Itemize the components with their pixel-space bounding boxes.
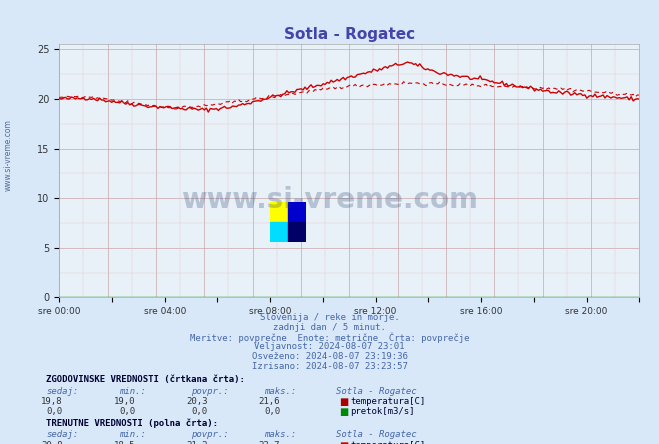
Text: ■: ■ [339, 407, 349, 417]
Bar [289, 222, 306, 242]
Text: www.si-vreme.com: www.si-vreme.com [181, 186, 478, 214]
Text: Izrisano: 2024-08-07 23:23:57: Izrisano: 2024-08-07 23:23:57 [252, 362, 407, 371]
Text: Sotla - Rogatec: Sotla - Rogatec [336, 430, 416, 439]
Text: temperatura[C]: temperatura[C] [351, 397, 426, 406]
Text: 20,8: 20,8 [41, 441, 63, 444]
Text: Sotla - Rogatec: Sotla - Rogatec [336, 387, 416, 396]
Text: Slovenija / reke in morje.: Slovenija / reke in morje. [260, 313, 399, 322]
Text: 21,2: 21,2 [186, 441, 208, 444]
Text: Osveženo: 2024-08-07 23:19:36: Osveženo: 2024-08-07 23:19:36 [252, 352, 407, 361]
Bar [270, 222, 289, 242]
Text: maks.:: maks.: [264, 430, 296, 439]
Text: Meritve: povprečne  Enote: metrične  Črta: povprečje: Meritve: povprečne Enote: metrične Črta:… [190, 333, 469, 343]
Text: TRENUTNE VREDNOSTI (polna črta):: TRENUTNE VREDNOSTI (polna črta): [46, 419, 218, 428]
Text: Veljavnost: 2024-08-07 23:01: Veljavnost: 2024-08-07 23:01 [254, 342, 405, 351]
Text: 0,0: 0,0 [264, 407, 280, 416]
Text: 20,3: 20,3 [186, 397, 208, 406]
Text: sedaj:: sedaj: [46, 387, 78, 396]
Text: povpr.:: povpr.: [191, 430, 229, 439]
Text: min.:: min.: [119, 387, 146, 396]
Text: pretok[m3/s]: pretok[m3/s] [351, 407, 415, 416]
Title: Sotla - Rogatec: Sotla - Rogatec [284, 27, 415, 42]
Text: ■: ■ [339, 441, 349, 444]
Text: 18,5: 18,5 [113, 441, 135, 444]
Text: temperatura[C]: temperatura[C] [351, 441, 426, 444]
Text: min.:: min.: [119, 430, 146, 439]
Text: 0,0: 0,0 [192, 407, 208, 416]
Text: 0,0: 0,0 [119, 407, 135, 416]
Text: zadnji dan / 5 minut.: zadnji dan / 5 minut. [273, 323, 386, 332]
Bar [289, 202, 306, 222]
Text: 19,0: 19,0 [113, 397, 135, 406]
Text: maks.:: maks.: [264, 387, 296, 396]
Text: www.si-vreme.com: www.si-vreme.com [3, 119, 13, 191]
Text: 19,8: 19,8 [41, 397, 63, 406]
Text: sedaj:: sedaj: [46, 430, 78, 439]
Text: povpr.:: povpr.: [191, 387, 229, 396]
Bar [270, 202, 289, 222]
Text: 0,0: 0,0 [47, 407, 63, 416]
Text: ZGODOVINSKE VREDNOSTI (črtkana črta):: ZGODOVINSKE VREDNOSTI (črtkana črta): [46, 375, 245, 384]
Text: 21,6: 21,6 [258, 397, 280, 406]
Text: ■: ■ [339, 397, 349, 408]
Text: 23,7: 23,7 [258, 441, 280, 444]
